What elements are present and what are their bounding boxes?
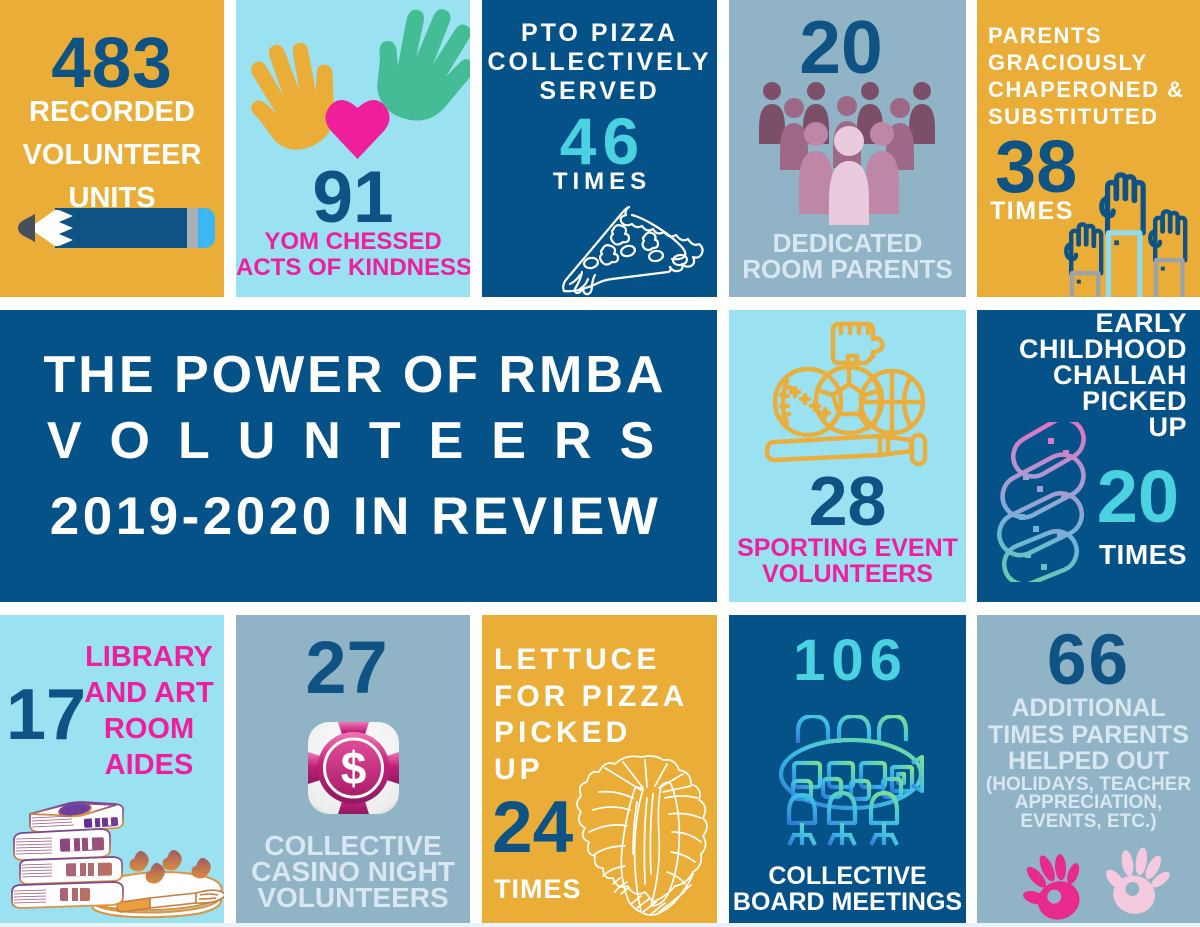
- svg-text:$: $: [341, 742, 367, 794]
